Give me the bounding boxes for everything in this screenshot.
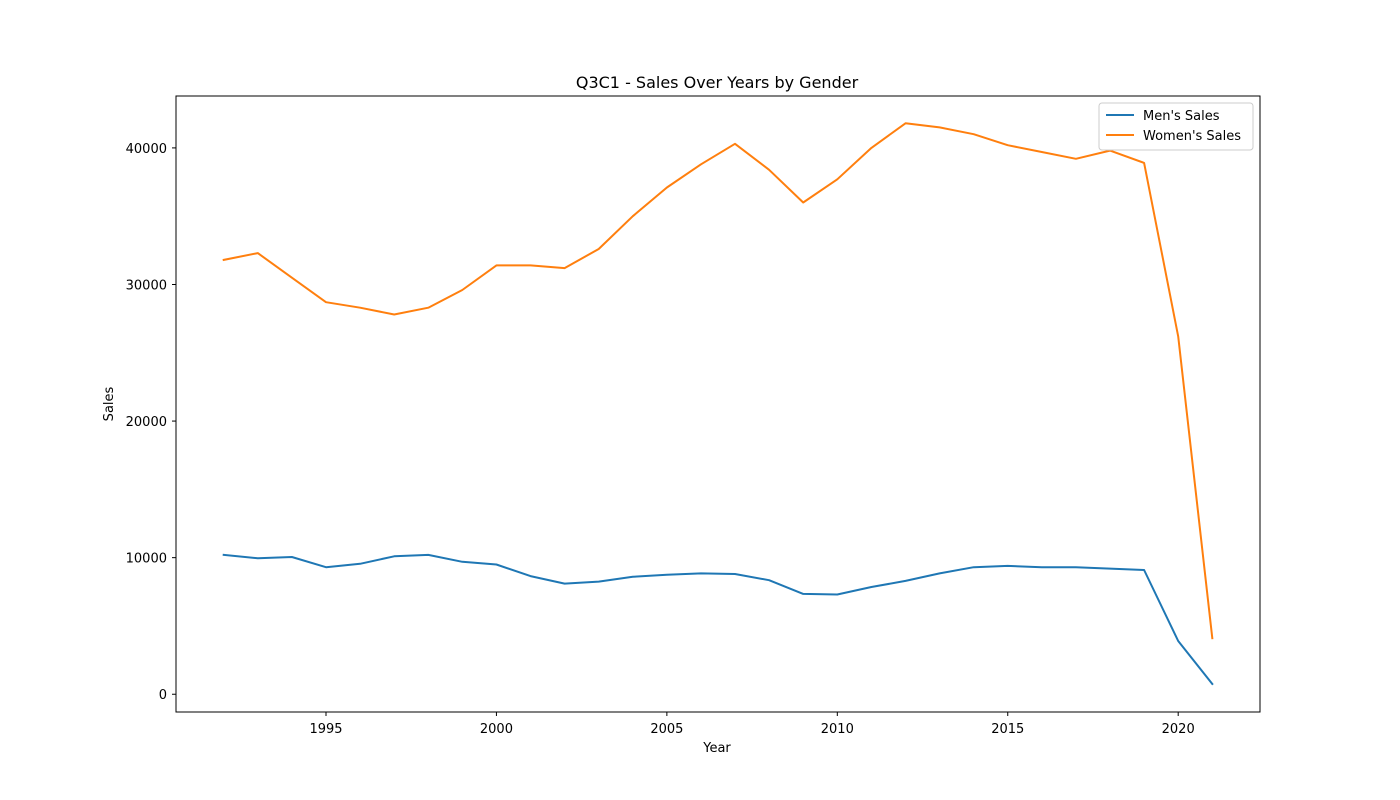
data-point-women-s-sales [1006,143,1010,147]
data-point-women-s-sales [460,288,464,292]
legend-label-mens-sales: Men's Sales [1143,109,1220,124]
data-point-men-s-sales [903,579,907,583]
series-group [222,121,1214,686]
data-point-men-s-sales [801,592,805,596]
data-point-men-s-sales [1006,564,1010,568]
legend: Men's Sales Women's Sales [1098,102,1254,151]
y-tick-label: 40000 [126,142,167,157]
data-point-men-s-sales [256,556,260,560]
data-point-women-s-sales [597,247,601,251]
data-point-women-s-sales [767,168,771,172]
x-tick-label: 1995 [309,722,342,737]
data-point-men-s-sales [699,571,703,575]
data-point-men-s-sales [1108,567,1112,571]
data-point-women-s-sales [529,263,533,267]
data-point-men-s-sales [1176,639,1180,643]
data-point-women-s-sales [222,258,226,262]
data-point-men-s-sales [1210,682,1214,686]
chart-title: Q3C1 - Sales Over Years by Gender [576,73,859,92]
plot-area [175,95,1261,713]
data-point-men-s-sales [392,554,396,558]
data-point-women-s-sales [631,214,635,218]
x-axis: 1995 2000 2005 2010 2015 2020 [309,712,1195,737]
data-point-women-s-sales [903,121,907,125]
data-point-men-s-sales [358,562,362,566]
data-point-men-s-sales [835,593,839,597]
data-point-men-s-sales [767,578,771,582]
y-tick-label: 0 [159,688,167,703]
data-point-women-s-sales [256,251,260,255]
data-point-women-s-sales [392,313,396,317]
data-point-men-s-sales [597,580,601,584]
data-point-women-s-sales [938,125,942,129]
series-line-women-s-sales [222,122,1214,640]
data-point-men-s-sales [869,585,873,589]
data-point-women-s-sales [1210,636,1214,640]
data-point-women-s-sales [290,276,294,280]
x-tick-label: 2005 [650,722,683,737]
data-point-women-s-sales [563,266,567,270]
data-point-men-s-sales [460,560,464,564]
data-point-women-s-sales [494,263,498,267]
data-point-men-s-sales [290,555,294,559]
data-point-men-s-sales [1142,568,1146,572]
data-point-women-s-sales [699,162,703,166]
x-tick-label: 2000 [480,722,513,737]
data-point-women-s-sales [1074,157,1078,161]
data-point-men-s-sales [563,582,567,586]
data-point-men-s-sales [426,553,430,557]
data-point-women-s-sales [665,186,669,190]
data-point-men-s-sales [733,572,737,576]
y-tick-label: 30000 [126,278,167,293]
y-tick-label: 10000 [126,552,167,567]
data-point-women-s-sales [869,146,873,150]
data-point-women-s-sales [324,300,328,304]
legend-label-womens-sales: Women's Sales [1143,129,1241,144]
y-axis-title: Sales [102,386,117,421]
data-point-women-s-sales [426,306,430,310]
x-tick-label: 2020 [1162,722,1195,737]
data-point-women-s-sales [972,132,976,136]
data-point-women-s-sales [835,177,839,181]
data-point-women-s-sales [1040,150,1044,154]
data-point-men-s-sales [1040,565,1044,569]
legend-box [1098,102,1254,151]
data-point-men-s-sales [494,562,498,566]
data-point-women-s-sales [1176,334,1180,338]
x-tick-label: 2015 [991,722,1024,737]
y-axis: 0 10000 20000 30000 40000 [126,142,176,703]
data-point-men-s-sales [972,565,976,569]
data-point-women-s-sales [801,201,805,205]
data-point-women-s-sales [358,306,362,310]
y-tick-label: 20000 [126,415,167,430]
data-point-men-s-sales [938,571,942,575]
data-point-women-s-sales [1142,161,1146,165]
data-point-men-s-sales [1074,565,1078,569]
data-point-men-s-sales [222,553,226,557]
data-point-men-s-sales [631,575,635,579]
data-point-men-s-sales [529,574,533,578]
x-tick-label: 2010 [821,722,854,737]
data-point-men-s-sales [665,573,669,577]
data-point-women-s-sales [733,142,737,146]
x-axis-title: Year [702,741,731,756]
data-point-men-s-sales [324,565,328,569]
series-line-men-s-sales [222,553,1214,686]
